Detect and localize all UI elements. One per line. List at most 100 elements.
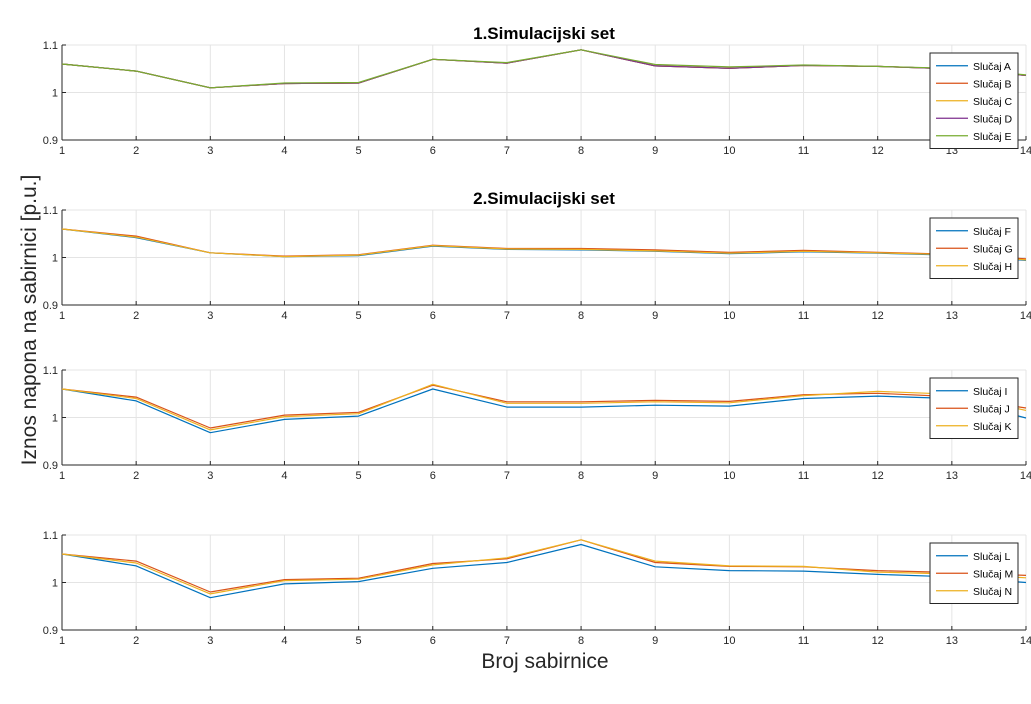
legend-box — [929, 217, 1019, 279]
series-line — [61, 228, 1027, 261]
legend: Slučaj A Slučaj B Slučaj C Slučaj D Slučaj E — [929, 52, 1019, 149]
y-tick-label: 1.1 — [43, 365, 58, 377]
x-tick-label: 2 — [133, 635, 139, 647]
x-tick-label: 7 — [504, 145, 510, 157]
series-line — [61, 388, 1027, 434]
figure-xlabel: Broj sabirnice — [481, 650, 608, 673]
x-tick-label: 11 — [798, 145, 809, 157]
subplot-panels: 1 2 3 4 5 6 7 8 9 10 11 12 13 140.911.11.Simulacijski… — [43, 24, 1031, 647]
x-tick-label: 5 — [356, 470, 362, 482]
x-tick-label: 7 — [504, 470, 510, 482]
x-tick-label: 9 — [652, 470, 658, 482]
x-tick-label: 7 — [504, 310, 510, 322]
legend-label: Slučaj H — [973, 261, 1012, 273]
x-tick-label: 4 — [281, 145, 287, 157]
y-tick-label: 0.9 — [43, 625, 58, 637]
legend-label: Slučaj J — [973, 403, 1010, 415]
x-tick-label: 4 — [281, 635, 287, 647]
x-tick-label: 13 — [946, 635, 958, 647]
legend-label: Slučaj F — [973, 226, 1011, 238]
x-tick-label: 8 — [578, 635, 584, 647]
x-tick-label: 4 — [281, 470, 287, 482]
x-tick-label: 8 — [578, 145, 584, 157]
x-tick-label: 8 — [578, 470, 584, 482]
x-tick-label: 10 — [723, 145, 735, 157]
x-tick-label: 14 — [1020, 635, 1031, 647]
y-tick-label: 1 — [52, 88, 58, 100]
series-line — [61, 383, 1027, 431]
x-tick-label: 6 — [430, 635, 436, 647]
y-tick-label: 0.9 — [43, 135, 58, 147]
legend-label: Slučaj L — [973, 551, 1011, 563]
x-tick-label: 11 — [798, 635, 809, 647]
x-tick-label: 1 — [59, 470, 65, 482]
y-tick-label: 1.1 — [43, 40, 58, 52]
x-tick-label: 10 — [723, 635, 735, 647]
x-tick-label: 9 — [652, 635, 658, 647]
x-tick-label: 7 — [504, 635, 510, 647]
y-tick-label: 1 — [52, 253, 58, 265]
x-tick-label: 9 — [652, 310, 658, 322]
legend-label: Slučaj A — [973, 61, 1011, 73]
y-tick-label: 0.9 — [43, 300, 58, 312]
x-tick-label: 12 — [872, 145, 884, 157]
x-tick-label: 3 — [207, 470, 213, 482]
y-tick-label: 1 — [52, 578, 58, 590]
subplot-1: 1 2 3 4 5 6 7 8 9 10 11 12 13 140.911.11.Simulacijski… — [43, 24, 1031, 157]
legend-label: Slučaj B — [973, 78, 1012, 90]
x-tick-label: 11 — [798, 310, 809, 322]
y-tick-label: 0.9 — [43, 460, 58, 472]
x-tick-label: 5 — [356, 310, 362, 322]
x-tick-label: 6 — [430, 145, 436, 157]
legend: Slučaj L Slučaj M Slučaj N — [929, 542, 1019, 604]
series-line — [61, 543, 1027, 599]
x-tick-label: 14 — [1020, 145, 1031, 157]
subplot-2: 1 2 3 4 5 6 7 8 9 10 11 12 13 140.911.12.Simulacijski… — [43, 189, 1031, 322]
y-tick-label: 1.1 — [43, 530, 58, 542]
x-tick-label: 4 — [281, 310, 287, 322]
x-tick-label: 2 — [133, 145, 139, 157]
x-tick-label: 13 — [946, 310, 958, 322]
x-tick-label: 9 — [652, 145, 658, 157]
subplot-title: 1.Simulacijski set — [473, 24, 615, 43]
legend-label: Slučaj E — [973, 131, 1012, 143]
series-line — [61, 384, 1027, 429]
y-tick-label: 1 — [52, 413, 58, 425]
legend: Slučaj F Slučaj G Slučaj H — [929, 217, 1019, 279]
legend-label: Slučaj G — [973, 243, 1013, 255]
x-tick-label: 3 — [207, 145, 213, 157]
legend: Slučaj I Slučaj J Slučaj K — [929, 377, 1019, 439]
legend-label: Slučaj I — [973, 386, 1007, 398]
y-tick-label: 1.1 — [43, 205, 58, 217]
x-tick-label: 6 — [430, 470, 436, 482]
legend-label: Slučaj D — [973, 113, 1013, 125]
x-tick-label: 3 — [207, 635, 213, 647]
x-tick-label: 10 — [723, 470, 735, 482]
x-tick-label: 1 — [59, 635, 65, 647]
figure-ylabel: Iznos napona na sabirnici [p.u.] — [18, 175, 41, 466]
subplot-title: 2.Simulacijski set — [473, 189, 615, 208]
x-tick-label: 8 — [578, 310, 584, 322]
legend-label: Slučaj C — [973, 96, 1013, 108]
x-tick-label: 14 — [1020, 310, 1031, 322]
x-tick-label: 2 — [133, 310, 139, 322]
x-tick-label: 12 — [872, 470, 884, 482]
legend-label: Slučaj N — [973, 586, 1012, 598]
series-line — [61, 49, 1027, 89]
x-tick-label: 5 — [356, 635, 362, 647]
x-tick-label: 13 — [946, 470, 958, 482]
x-tick-label: 12 — [872, 310, 884, 322]
x-tick-label: 1 — [59, 310, 65, 322]
x-tick-label: 11 — [798, 470, 809, 482]
x-tick-label: 3 — [207, 310, 213, 322]
x-tick-label: 10 — [723, 310, 735, 322]
x-tick-label: 14 — [1020, 470, 1031, 482]
x-tick-label: 1 — [59, 145, 65, 157]
x-tick-label: 2 — [133, 470, 139, 482]
x-tick-label: 5 — [356, 145, 362, 157]
series-line — [61, 539, 1027, 595]
x-tick-label: 12 — [872, 635, 884, 647]
